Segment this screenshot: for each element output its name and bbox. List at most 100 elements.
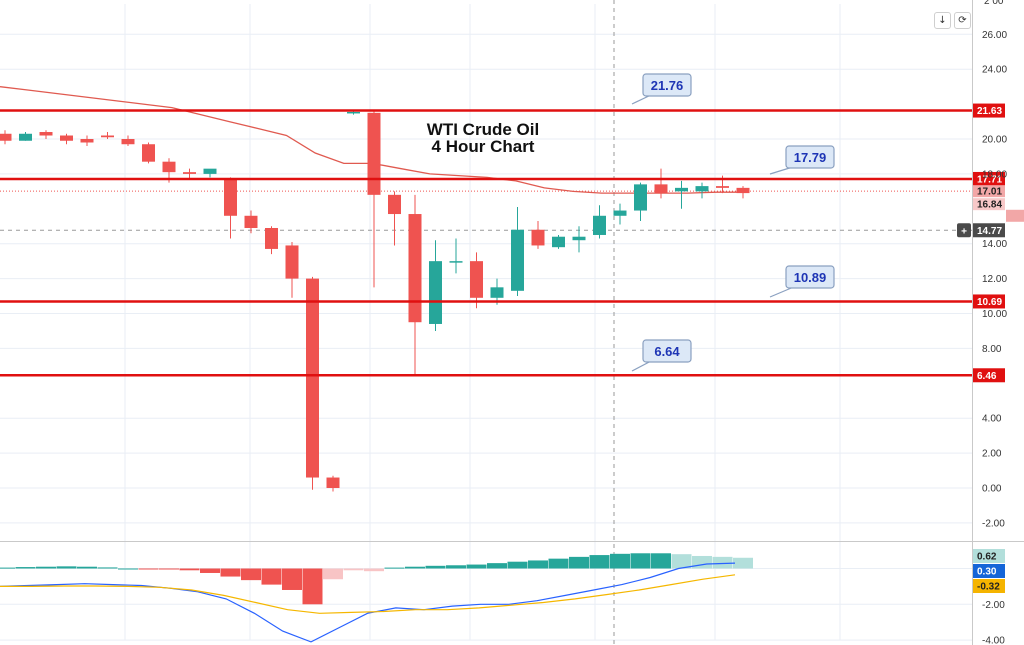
macd-value-label: 0.30 (977, 567, 997, 578)
candle-body (531, 229, 545, 246)
macd-histogram-bar (138, 568, 159, 570)
candle-body (39, 132, 53, 136)
macd-histogram-bar (302, 568, 323, 605)
macd-histogram-bar (692, 555, 712, 569)
macd-value-label: 0.62 (977, 552, 997, 563)
macd-y-tick-label: -2.00 (982, 600, 1005, 611)
price-level-badge-label: 6.46 (977, 371, 997, 382)
macd-histogram-bar (610, 553, 630, 569)
candle-body (470, 261, 483, 298)
candle-body (326, 477, 340, 488)
macd-histogram-bar (200, 568, 220, 573)
candle-body (490, 287, 504, 298)
macd-histogram-bar (0, 567, 15, 569)
macd-line (0, 562, 736, 643)
candle-body (552, 236, 565, 248)
price-callout-box (785, 145, 835, 169)
macd-histogram-bar (36, 566, 56, 569)
price-label-badge (973, 198, 1005, 211)
macd-histogram-bar (487, 563, 507, 569)
y-tick-label: 4.00 (982, 414, 1002, 425)
candle-body (19, 133, 32, 141)
macd-histogram-bar (56, 566, 77, 569)
macd-histogram-bar (405, 566, 425, 569)
price-level-badge-label: 10.69 (977, 297, 1002, 308)
macd-value-badge (973, 579, 1005, 593)
candle-body (654, 184, 668, 194)
candle-body (265, 227, 278, 249)
price-label: 16.84 (977, 200, 1002, 211)
price-label-badge-overflow (1006, 209, 1024, 222)
candle-body (101, 135, 114, 138)
macd-histogram-bar (630, 553, 651, 569)
candle-body (244, 215, 258, 228)
macd-histogram-bar (569, 556, 589, 569)
macd-value-badge (973, 549, 1005, 563)
macd-histogram-bar (241, 568, 261, 581)
macd-histogram-bar (118, 568, 138, 570)
macd-histogram-bar (261, 568, 282, 585)
candle-body (429, 261, 442, 324)
macd-histogram-bar (425, 565, 446, 569)
candle-body (203, 168, 217, 174)
macd-histogram-bar (528, 560, 548, 569)
macd-histogram-bar (671, 554, 692, 569)
price-level-badge-label: 17.71 (977, 174, 1002, 185)
scroll-down-icon[interactable]: ↓ (934, 12, 951, 29)
reset-chart-icon[interactable]: ⟳ (954, 12, 971, 29)
price-callout-label: 6.64 (654, 344, 680, 359)
macd-histogram-bar (220, 568, 241, 577)
candle-body (224, 179, 237, 216)
price-callout-box (642, 339, 692, 363)
chart-subtitle: 4 Hour Chart (432, 137, 535, 156)
candle-body (306, 278, 319, 478)
y-tick-label: 12.00 (982, 274, 1007, 285)
macd-histogram-bar (282, 568, 302, 590)
macd-histogram-bar (507, 561, 528, 569)
candle-body (121, 139, 135, 145)
macd-histogram-bar (343, 568, 364, 571)
macd-histogram-bar (15, 567, 36, 569)
macd-value-label: -0.32 (977, 582, 1000, 593)
price-level-badge (973, 171, 1005, 186)
candle-body (736, 187, 750, 194)
plus-icon: + (961, 226, 967, 237)
y-tick-label: 14.00 (982, 239, 1007, 250)
candle-body (0, 133, 12, 141)
price-callout-label: 10.89 (794, 270, 827, 285)
price-callout-label: 21.76 (651, 78, 684, 93)
price-level-badge (973, 368, 1005, 383)
macd-histogram-bar (548, 558, 569, 569)
candle-body (695, 186, 709, 192)
y-tick-label-top: 2 00 (984, 0, 1004, 7)
candle-body (716, 186, 729, 188)
y-tick-label: 26.00 (982, 30, 1007, 41)
price-label-badge (973, 185, 1005, 198)
chart-title: WTI Crude Oil (427, 120, 539, 139)
y-tick-label: 20.00 (982, 135, 1007, 146)
macd-histogram-bar (364, 568, 384, 572)
candle-body (142, 144, 155, 162)
candle-body (408, 214, 422, 323)
macd-histogram-bar (712, 556, 733, 569)
y-tick-label: 24.00 (982, 65, 1007, 76)
y-tick-label: 0.00 (982, 484, 1002, 495)
macd-histogram-bar (384, 567, 405, 569)
macd-histogram-bar (97, 567, 118, 569)
candle-body (388, 194, 401, 215)
y-tick-label: 18.00 (982, 169, 1007, 180)
macd-value-badge (973, 564, 1005, 578)
crosshair-price-badge (973, 223, 1005, 238)
price-callout-box (785, 265, 835, 289)
price-level-badge (973, 103, 1005, 118)
candle-body (285, 245, 299, 279)
price-callout-label: 17.79 (794, 150, 827, 165)
candle-body (634, 184, 647, 211)
candle-body (675, 187, 688, 192)
candle-body (593, 215, 606, 235)
candle-body (162, 161, 176, 173)
candle-body (367, 112, 381, 195)
